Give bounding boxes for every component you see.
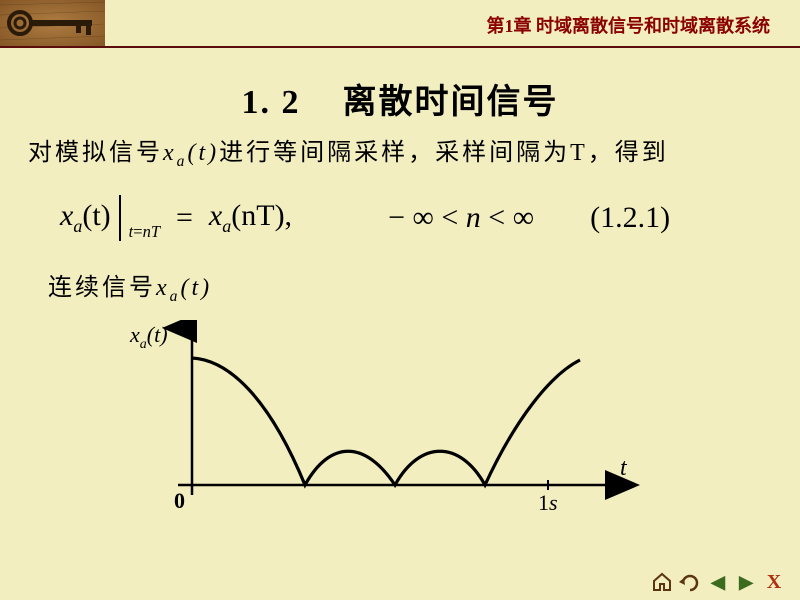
cont-sub: a bbox=[170, 287, 181, 304]
y-axis-label: xa(t) bbox=[129, 322, 168, 352]
eq-range: − ∞ < n < ∞ bbox=[388, 201, 534, 235]
text-pre: 对模拟信号 bbox=[28, 140, 163, 166]
eq-rhs-arg: (nT), bbox=[231, 199, 292, 232]
cont-arg: (t) bbox=[180, 275, 212, 301]
eq-vbar bbox=[119, 195, 121, 241]
slide-header: 第1章 时域离散信号和时域离散系统 bbox=[0, 0, 800, 46]
section-number: 1. 2 bbox=[242, 84, 301, 121]
text-post: 进行等间隔采样，采样间隔为T，得到 bbox=[219, 140, 669, 166]
header-rule bbox=[0, 46, 800, 48]
key-image bbox=[0, 0, 105, 46]
chapter-title: 第1章 时域离散信号和时域离散系统 bbox=[105, 0, 800, 38]
sig-arg: (t) bbox=[187, 140, 219, 166]
tick-1s-label: 1s bbox=[538, 490, 558, 515]
nav-bar: ◀ ▶ X bbox=[648, 570, 788, 594]
origin-label: 0 bbox=[174, 488, 185, 513]
equation-1-2-1: xa(t) t=nT = xa(nT), − ∞ < n < ∞ (1.2.1) bbox=[60, 195, 800, 241]
eq-number: (1.2.1) bbox=[590, 201, 670, 235]
section-name: 离散时间信号 bbox=[343, 84, 559, 121]
signal-graph: xa(t) t 0 1s bbox=[120, 320, 640, 550]
eq-rhs-sub: a bbox=[222, 216, 231, 236]
eq-lhs-x: x bbox=[60, 199, 73, 232]
cont-pre: 连续信号 bbox=[48, 275, 156, 301]
signal-curve bbox=[192, 358, 580, 485]
eq-condition: t=nT bbox=[129, 222, 160, 242]
next-icon[interactable]: ▶ bbox=[732, 570, 760, 594]
continuous-signal-label: 连续信号xa(t) bbox=[48, 267, 800, 306]
body-line-1: 对模拟信号xa(t)进行等间隔采样，采样间隔为T，得到 bbox=[28, 137, 772, 173]
x-axis-label: t bbox=[620, 455, 628, 481]
eq-lhs-sub: a bbox=[73, 216, 82, 236]
sig-sub: a bbox=[177, 153, 188, 170]
prev-icon[interactable]: ◀ bbox=[704, 570, 732, 594]
sig-x: x bbox=[163, 140, 177, 166]
back-icon[interactable] bbox=[676, 570, 704, 594]
cont-x: x bbox=[156, 275, 170, 301]
close-icon[interactable]: X bbox=[760, 570, 788, 594]
home-icon[interactable] bbox=[648, 570, 676, 594]
eq-rhs-x: x bbox=[209, 199, 222, 232]
eq-equals: = bbox=[176, 201, 193, 235]
section-title: 1. 2 离散时间信号 bbox=[0, 74, 800, 123]
eq-lhs-arg: (t) bbox=[82, 199, 110, 232]
